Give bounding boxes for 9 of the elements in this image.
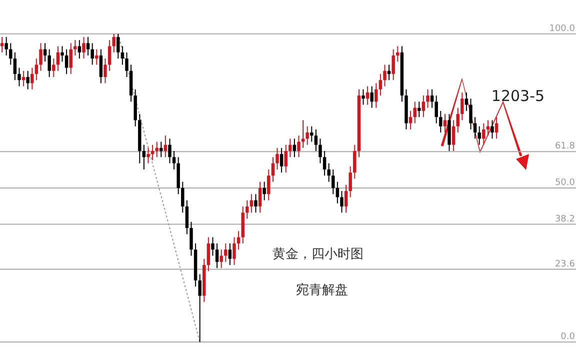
y-tick-label: 100.0: [549, 24, 576, 34]
y-tick-label: 50.0: [554, 178, 576, 188]
annotation: 1203-5: [491, 87, 545, 105]
y-tick-label: 38.2: [554, 214, 575, 224]
y-tick-label: 23.6: [554, 259, 576, 270]
y-tick-label: 0.0: [560, 332, 576, 342]
y-tick-label: 61.8: [554, 142, 576, 152]
annotation: 黄金，四小时图: [272, 247, 364, 262]
annotation: 宛青解盘: [296, 282, 348, 298]
